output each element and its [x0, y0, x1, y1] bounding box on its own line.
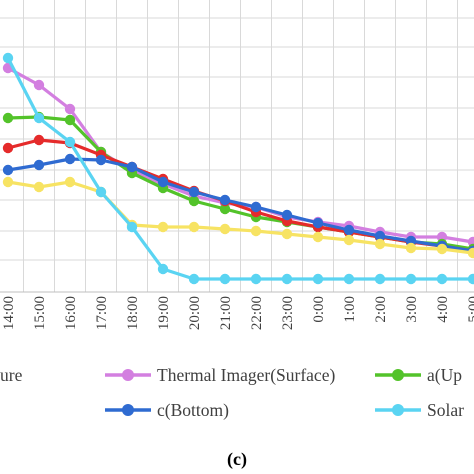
data-point: [374, 238, 386, 250]
data-point: [157, 176, 169, 188]
data-point: [312, 217, 324, 229]
data-point: [188, 221, 200, 233]
legend-marker: [392, 404, 404, 416]
legend-label: c(Bottom): [157, 400, 229, 420]
legend-marker: [122, 404, 134, 416]
data-point: [2, 52, 14, 64]
data-point: [374, 273, 386, 285]
x-tick-label: 16:00: [63, 296, 79, 330]
data-point: [436, 273, 448, 285]
data-point: [2, 112, 14, 124]
data-point: [64, 103, 76, 115]
x-tick-label: 1:00: [342, 296, 358, 323]
legend-label: a(Up: [427, 365, 462, 385]
x-tick-label: 2:00: [373, 296, 389, 323]
data-point: [33, 181, 45, 193]
data-point: [250, 201, 262, 213]
data-point: [2, 142, 14, 154]
data-point: [64, 136, 76, 148]
x-tick-label: 3:00: [404, 296, 420, 323]
x-tick-label: 18:00: [125, 296, 141, 330]
data-point: [95, 154, 107, 166]
data-point: [126, 161, 138, 173]
series-line-3: [7, 157, 474, 253]
data-point: [188, 195, 200, 207]
data-point: [343, 273, 355, 285]
x-tick-label: 19:00: [156, 296, 172, 330]
series-layer: [2, 52, 474, 285]
data-point: [219, 223, 231, 235]
data-point: [219, 273, 231, 285]
data-point: [219, 194, 231, 206]
x-tick-labels: 14:00 15:00 16:00 17:00 18:00 19:00 20:00 21:00…: [1, 296, 474, 330]
series-line-5: [6, 57, 473, 281]
data-point: [95, 186, 107, 198]
data-point: [33, 112, 45, 124]
data-point: [250, 225, 262, 237]
data-point: [281, 228, 293, 240]
data-point: [374, 230, 386, 242]
x-tick-label: 15:00: [32, 296, 48, 330]
data-point: [436, 243, 448, 255]
data-point: [343, 234, 355, 246]
x-tick-label: 4:00: [435, 296, 451, 323]
data-point: [64, 176, 76, 188]
x-tick-label: 22:00: [249, 296, 265, 330]
data-point: [64, 153, 76, 165]
data-point: [405, 273, 417, 285]
data-point: [250, 273, 262, 285]
data-point: [33, 79, 45, 91]
data-point: [64, 114, 76, 126]
data-point: [188, 273, 200, 285]
legend-label: Solar: [427, 400, 464, 420]
legend-label: Thermal Imager(Surface): [157, 365, 335, 385]
data-point: [126, 221, 138, 233]
legend: ure Thermal Imager(Surface) a(Up c(Bottom) S…: [0, 365, 464, 420]
series-line-4: [7, 180, 474, 255]
legend-marker: [392, 369, 404, 381]
x-tick-label: 23:00: [280, 296, 296, 330]
data-point: [405, 242, 417, 254]
x-tick-label: 5:00: [466, 296, 474, 323]
data-point: [312, 273, 324, 285]
data-point: [188, 186, 200, 198]
x-tick-label: 17:00: [94, 296, 110, 330]
data-point: [2, 164, 14, 176]
data-point: [467, 273, 474, 285]
legend-marker: [122, 369, 134, 381]
x-tick-label: 14:00: [1, 296, 17, 330]
data-point: [281, 209, 293, 221]
data-point: [33, 159, 45, 171]
data-point: [312, 231, 324, 243]
figure-caption: (c): [227, 449, 247, 469]
data-point: [157, 221, 169, 233]
x-tick-label: 20:00: [187, 296, 203, 330]
legend-label: ure: [0, 365, 23, 385]
x-tick-label: 0:00: [311, 296, 327, 323]
x-tick-label: 21:00: [218, 296, 234, 330]
data-point: [157, 263, 169, 275]
data-point: [219, 203, 231, 215]
data-point: [2, 176, 14, 188]
data-point: [281, 273, 293, 285]
data-point: [343, 224, 355, 236]
data-point: [33, 134, 45, 146]
data-point: [467, 247, 474, 259]
